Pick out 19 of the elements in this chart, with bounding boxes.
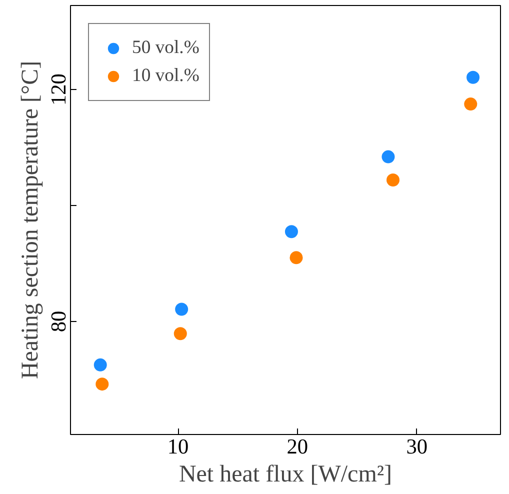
point [175, 302, 188, 316]
x-tick-label: 30 [406, 434, 428, 458]
x-tick-label: 10 [167, 434, 189, 458]
point [386, 174, 400, 186]
y-tick-label: 80 [46, 310, 70, 332]
legend-label: 50 vol.% [132, 37, 200, 59]
x-tick-label: 20 [286, 434, 308, 458]
point [94, 358, 107, 372]
point [174, 327, 187, 340]
y-axis-title: Heating section temperature [°C] [18, 60, 44, 380]
x-axis-title: Net heat flux [W/cm²] [178, 462, 392, 488]
point [382, 150, 395, 164]
y-tick-label: 120 [46, 74, 70, 106]
point [464, 98, 478, 111]
point [466, 70, 480, 84]
point [96, 378, 109, 391]
legend-label: 10 vol.% [132, 65, 200, 87]
point [290, 251, 303, 264]
point [284, 225, 298, 238]
